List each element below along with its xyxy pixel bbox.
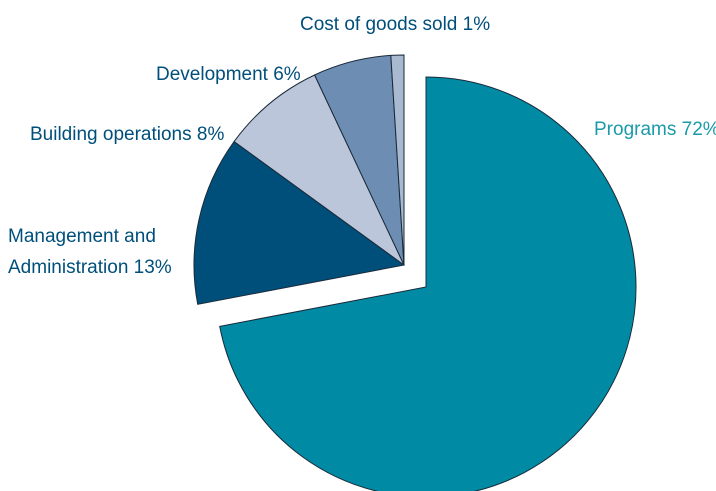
label-management-line1: Management and	[8, 226, 156, 247]
slice-building-operations	[233, 74, 405, 266]
pie-slices	[193, 54, 637, 491]
slice-programs	[219, 76, 637, 491]
label-cost-of-goods-sold: Cost of goods sold 1%	[300, 14, 490, 35]
label-building-operations: Building operations 8%	[30, 124, 224, 145]
slice-cost-of-goods-sold	[390, 54, 405, 266]
pie-labels: Programs 72% Management and Administrati…	[8, 14, 716, 278]
label-development: Development 6%	[156, 64, 301, 85]
label-management-line2: Administration 13%	[8, 257, 172, 278]
slice-management-administration	[193, 140, 406, 305]
label-programs: Programs 72%	[594, 119, 716, 140]
